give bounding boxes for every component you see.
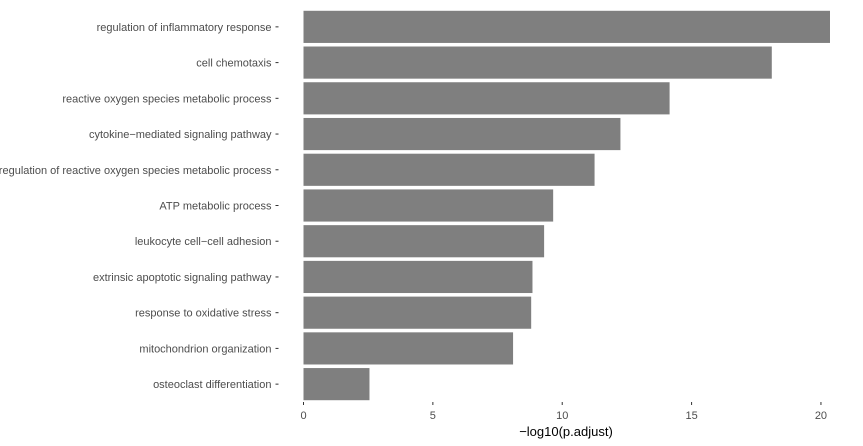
category-label: regulation of inflammatory response (97, 22, 272, 34)
bar (303, 10, 830, 43)
x-tick-label: 20 (815, 410, 827, 422)
category-label: extrinsic apoptotic signaling pathway (93, 272, 272, 284)
bars-group (303, 10, 830, 401)
category-label: mitochondrion organization (139, 343, 271, 355)
category-label: response to oxidative stress (135, 308, 272, 320)
category-labels: regulation of inflammatory response cell … (0, 22, 279, 391)
category-label: cell chemotaxis (196, 58, 272, 70)
bar (303, 296, 532, 329)
bar (303, 368, 370, 401)
bar (303, 117, 621, 151)
bar (303, 260, 533, 294)
x-tick-label: 5 (430, 410, 436, 422)
bar (303, 82, 670, 115)
x-axis: 0 5 10 15 20 (300, 402, 827, 422)
category-label: osteoclast differentiation (153, 379, 271, 391)
category-label: leukocyte cell−cell adhesion (135, 236, 272, 248)
category-label: regulation of reactive oxygen species me… (0, 165, 272, 177)
category-label: ATP metabolic process (159, 201, 272, 213)
category-label: cytokine−mediated signaling pathway (89, 129, 272, 141)
bar (303, 332, 514, 365)
category-label: reactive oxygen species metabolic proces… (62, 93, 272, 105)
x-tick-label: 15 (685, 410, 697, 422)
x-axis-title: −log10(p.adjust) (519, 424, 613, 439)
x-tick-label: 0 (300, 410, 306, 422)
bar (303, 225, 545, 258)
bar (303, 189, 554, 222)
bar (303, 46, 772, 79)
x-tick-label: 10 (556, 410, 568, 422)
bar (303, 153, 595, 186)
